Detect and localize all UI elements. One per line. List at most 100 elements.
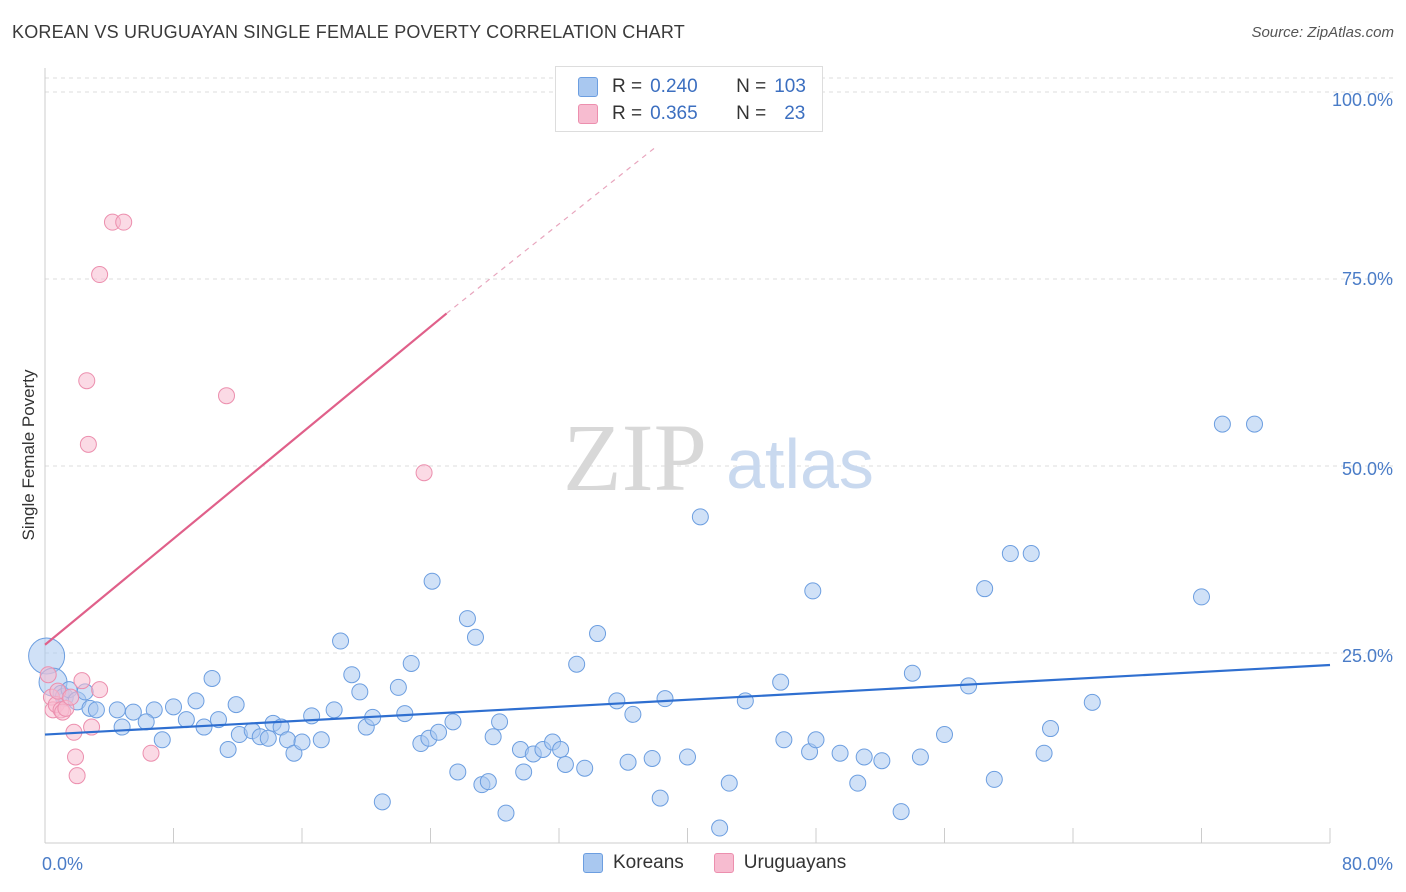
trend-layer	[44, 146, 1331, 736]
korean-point	[831, 744, 849, 762]
korean-point	[515, 763, 533, 781]
korean-point	[203, 669, 221, 687]
korean-point	[449, 763, 467, 781]
korean-point	[444, 713, 462, 731]
y-tick-label: 25.0%	[1342, 646, 1393, 666]
uruguayan-point	[218, 387, 236, 405]
korean-point	[772, 673, 790, 691]
y-tick-label: 75.0%	[1342, 269, 1393, 289]
korean-point	[396, 705, 414, 723]
series-legend: Koreans Uruguayans	[583, 852, 876, 874]
korean-point	[1213, 415, 1231, 433]
korean-point	[1193, 588, 1210, 606]
korean-point	[458, 610, 476, 628]
korean-point	[373, 793, 391, 811]
source-label: Source: ZipAtlas.com	[1251, 24, 1394, 41]
korean-point	[137, 713, 155, 731]
korean-point	[145, 701, 163, 719]
uruguayan-trend-extension	[446, 146, 656, 314]
uruguayan-point	[73, 672, 91, 690]
uruguayan-point	[91, 681, 109, 699]
korean-point	[325, 701, 343, 719]
korean-point	[903, 664, 921, 682]
watermark-zip: ZIP	[563, 404, 707, 511]
korean-point	[113, 718, 131, 736]
korean-point	[552, 741, 570, 758]
korean-point	[423, 572, 441, 590]
korean-point	[556, 755, 574, 773]
uruguayan-point	[79, 435, 97, 453]
legend-n-value: 103	[774, 76, 806, 97]
uruguayan-point	[62, 688, 80, 706]
korean-point	[976, 580, 994, 598]
y-tick-label: 100.0%	[1332, 90, 1393, 110]
korean-point	[1083, 693, 1101, 711]
points-layer	[28, 213, 1264, 837]
korean-point	[312, 731, 330, 749]
korean-point	[177, 711, 195, 729]
korean-point	[219, 741, 237, 758]
korean-point	[497, 804, 515, 822]
legend-row-uruguayans: R = 0.365 N = 23	[578, 101, 805, 127]
uruguayan-trend-line	[44, 312, 448, 646]
y-axis-label: Single Female Poverty	[19, 369, 38, 541]
korean-point	[892, 803, 910, 821]
legend-n-label: N =	[736, 103, 767, 124]
korean-point	[643, 749, 661, 767]
grid-layer	[45, 77, 1393, 654]
legend-swatch-uruguayans	[578, 104, 598, 124]
legend-n-value: 23	[784, 103, 806, 124]
korean-point	[1246, 415, 1264, 433]
legend-r-value: 0.365	[650, 103, 698, 124]
korean-point	[1035, 744, 1053, 762]
legend-r-value: 0.240	[650, 76, 698, 97]
uruguayan-point	[115, 213, 133, 231]
uruguayan-point	[415, 464, 433, 482]
korean-point	[936, 726, 953, 744]
korean-point	[491, 713, 509, 731]
korean-point	[209, 711, 227, 729]
axis-layer	[44, 68, 1331, 844]
legend-row-koreans: R = 0.240 N = 103	[578, 74, 806, 100]
korean-point	[402, 654, 420, 672]
korean-point	[293, 733, 311, 751]
korean-point	[351, 683, 369, 701]
korean-point	[873, 752, 891, 770]
korean-point	[691, 508, 709, 526]
uruguayan-point	[142, 744, 160, 762]
korean-point	[911, 748, 929, 766]
korean-point	[651, 789, 669, 807]
korean-point	[1001, 545, 1019, 563]
chart-title: KOREAN VS URUGUAYAN SINGLE FEMALE POVERT…	[12, 22, 685, 42]
x-tick-label: 0.0%	[42, 854, 83, 874]
korean-point	[624, 705, 642, 723]
korean-point	[165, 698, 182, 716]
stats-legend: R = 0.240 N = 103 R = 0.365 N = 23	[555, 66, 823, 132]
korean-point	[849, 774, 867, 792]
korean-point	[619, 753, 637, 771]
korean-point	[332, 632, 350, 650]
uruguayan-point	[78, 372, 96, 390]
korean-point	[568, 655, 586, 673]
korean-point	[608, 692, 626, 710]
uruguayan-point	[68, 767, 86, 785]
x-tick-label: 80.0%	[1342, 854, 1393, 874]
korean-point	[484, 728, 502, 746]
legend-swatch-koreans	[578, 77, 598, 97]
legend-r-label: R =	[612, 103, 643, 124]
y-tick-label: 50.0%	[1342, 459, 1393, 479]
korean-point	[1022, 545, 1040, 563]
legend-r-label: R =	[612, 76, 643, 97]
watermark-atlas: atlas	[726, 425, 874, 503]
series-legend-uruguayans[interactable]: Uruguayans	[713, 852, 846, 874]
korean-point	[985, 770, 1003, 788]
series-swatch-koreans	[583, 853, 603, 873]
korean-trend-line	[44, 663, 1331, 736]
korean-point	[108, 701, 126, 719]
series-swatch-uruguayans	[713, 853, 734, 873]
korean-point	[343, 666, 361, 684]
series-legend-koreans[interactable]: Koreans	[583, 852, 684, 874]
legend-n-label: N =	[736, 76, 767, 97]
